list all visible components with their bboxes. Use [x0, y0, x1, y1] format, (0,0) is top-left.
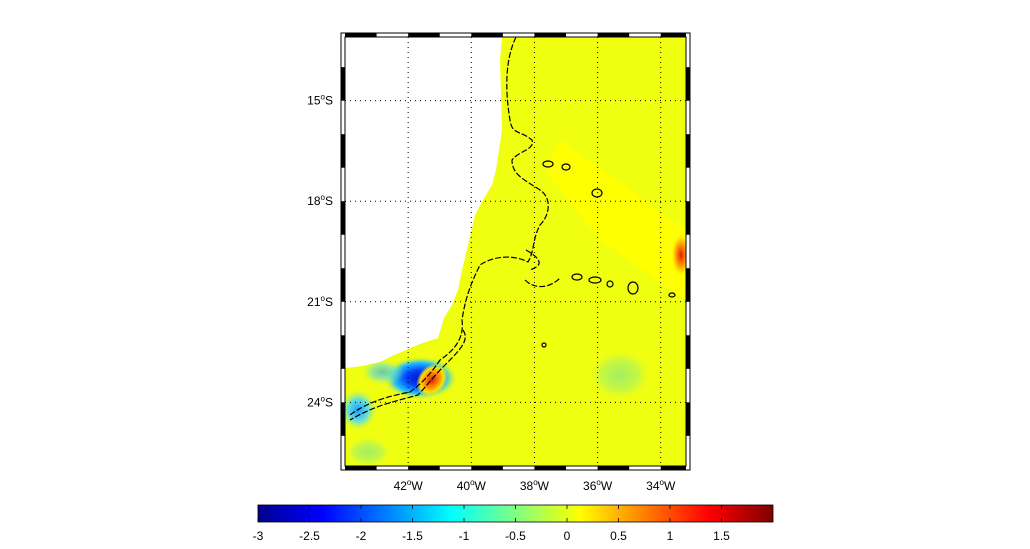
- colorbar-tick-label: 1: [667, 529, 674, 543]
- colorbar-tick-label: -2.5: [299, 529, 320, 543]
- graticule: [345, 37, 686, 466]
- lon-tick-label: 34oW: [646, 478, 676, 493]
- colorbar-tick-label: -1: [459, 529, 470, 543]
- map-frame: [340, 32, 691, 471]
- lon-tick-label: 36oW: [583, 478, 613, 493]
- colorbar-tick-label: 0: [564, 529, 571, 543]
- colorbar-tick-label: -0.5: [505, 529, 526, 543]
- contour-lines: [349, 37, 561, 421]
- colorbar-tick-label: -2: [356, 529, 367, 543]
- land-mask: [345, 37, 502, 368]
- lon-tick-label: 40oW: [457, 478, 487, 493]
- colorbar-tick-label: 1.5: [713, 529, 730, 543]
- lat-tick-label: 24oS: [307, 394, 333, 409]
- lat-tick-label: 18oS: [307, 193, 333, 208]
- map-field: [345, 37, 686, 466]
- colorbar: -3 -2.5 -2 -1.5 -1 -0.5 0 0.5 1 1.5: [253, 504, 774, 543]
- island-contours: [541, 160, 676, 348]
- lon-tick-label: 42oW: [394, 478, 424, 493]
- lat-tick-label: 15oS: [307, 93, 333, 108]
- colorbar-tick-label: 0.5: [610, 529, 627, 543]
- colorbar-tick-label: -3: [253, 529, 264, 543]
- lon-tick-label: 38oW: [520, 478, 550, 493]
- colorbar-tick-label: -1.5: [402, 529, 423, 543]
- axis-tick-labels: 42oW 40oW 38oW 36oW 34oW 15oS 18oS 21oS 24oS: [307, 93, 676, 493]
- lat-tick-label: 21oS: [307, 294, 333, 309]
